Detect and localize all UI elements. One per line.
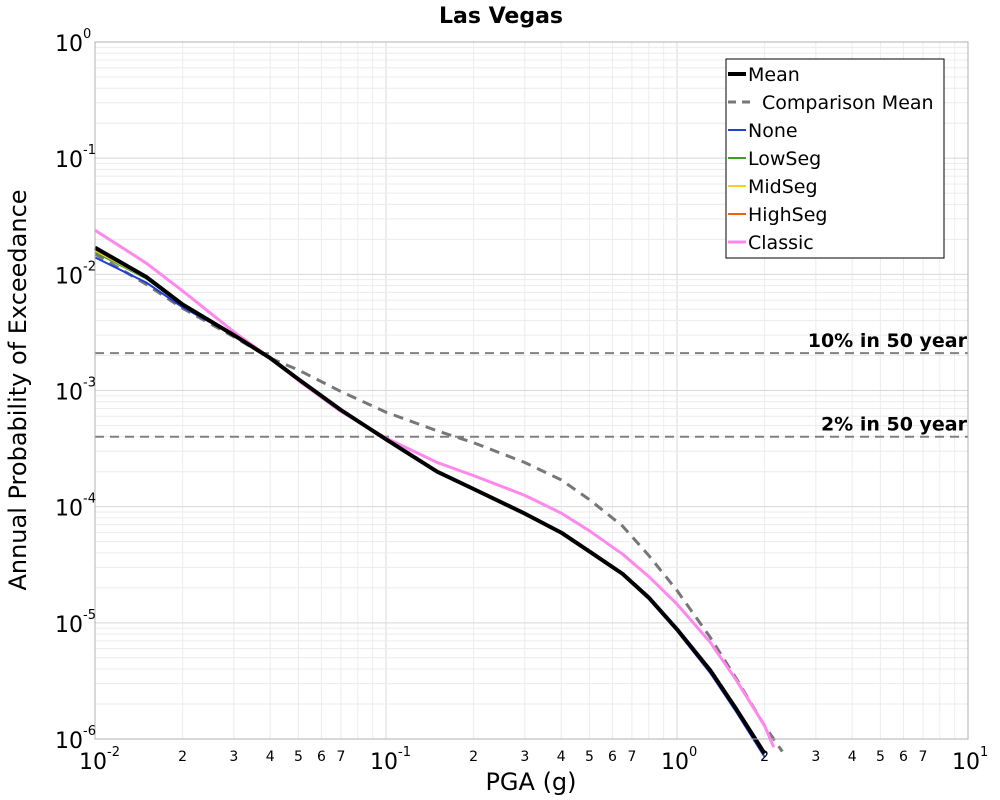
- x-minor-tick-label: 5: [585, 749, 594, 765]
- x-tick-label: 101: [952, 745, 988, 775]
- y-tick-label: 10-5: [55, 608, 96, 638]
- x-axis-label: PGA (g): [485, 768, 576, 796]
- y-tick-label: 10-6: [55, 724, 96, 754]
- legend-label: LowSeg: [748, 148, 821, 170]
- legend-label: Comparison Mean: [762, 92, 934, 114]
- legend-label: Classic: [748, 232, 814, 254]
- x-minor-tick-label: 2: [178, 749, 187, 765]
- y-tick-label: 100: [55, 27, 91, 57]
- x-minor-tick-label: 4: [848, 749, 857, 765]
- x-minor-tick-label: 6: [899, 749, 908, 765]
- x-tick-label: 10-1: [370, 745, 411, 775]
- x-minor-tick-label: 3: [520, 749, 529, 765]
- series-line-mean: [94, 245, 767, 755]
- series-layer: [94, 228, 784, 758]
- x-minor-tick-label: 5: [294, 749, 303, 765]
- x-minor-tick-label: 7: [627, 749, 636, 765]
- x-minor-tick-label: 7: [336, 749, 345, 765]
- grid-layer: [94, 42, 968, 740]
- y-tick-label: 10-1: [55, 143, 96, 173]
- x-minor-tick-label: 5: [876, 749, 885, 765]
- x-minor-tick-label: 2: [760, 749, 769, 765]
- y-axis-label: Annual Probability of Exceedance: [4, 189, 32, 590]
- chart-title: Las Vegas: [439, 4, 563, 29]
- legend-label: None: [748, 120, 798, 142]
- series-line-comparison-mean: [94, 252, 784, 753]
- x-minor-tick-label: 6: [608, 749, 617, 765]
- x-minor-tick-label: 3: [229, 749, 238, 765]
- series-line-classic: [94, 228, 776, 748]
- legend-box: [725, 58, 945, 259]
- reference-lines: 10% in 50 year 2% in 50 year: [95, 330, 968, 438]
- y-tick-label: 10-4: [55, 492, 96, 522]
- y-tick-label: 10-3: [55, 376, 96, 406]
- x-tick-label: 10-2: [79, 745, 120, 775]
- x-minor-tick-label: 2: [469, 749, 478, 765]
- x-minor-tick-label: 4: [557, 749, 566, 765]
- x-tick-label: 100: [661, 745, 697, 775]
- legend: Mean Comparison Mean None LowSeg MidSeg HighS…: [725, 58, 945, 259]
- legend-label: Mean: [748, 64, 800, 86]
- reference-line-label: 10% in 50 year: [808, 330, 968, 352]
- reference-line-label: 2% in 50 year: [821, 414, 968, 436]
- x-minor-tick-label: 3: [811, 749, 820, 765]
- y-tick-label: 10-2: [55, 259, 96, 289]
- x-minor-tick-label: 4: [266, 749, 275, 765]
- x-minor-tick-label: 6: [317, 749, 326, 765]
- x-minor-tick-label: 7: [918, 749, 927, 765]
- legend-label: HighSeg: [748, 204, 827, 226]
- plot-area-frame: [94, 41, 969, 740]
- legend-label: MidSeg: [748, 176, 818, 198]
